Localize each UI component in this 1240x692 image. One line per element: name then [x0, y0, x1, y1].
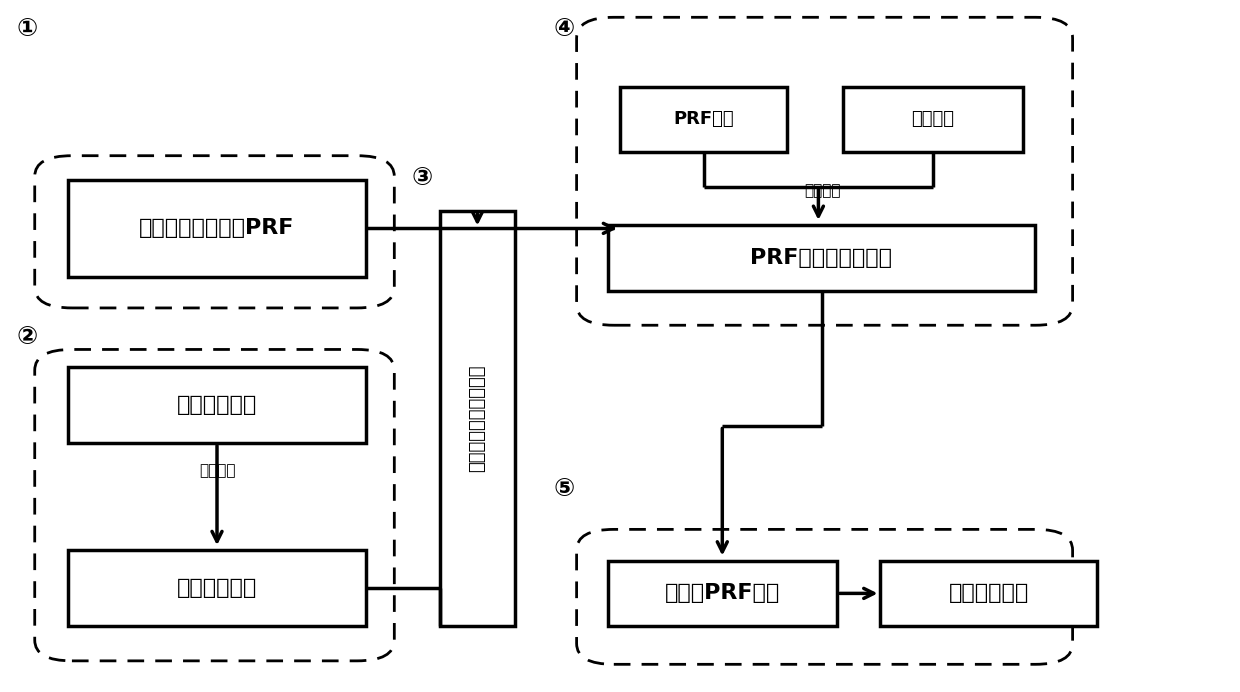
Text: 建立模拟雷区: 建立模拟雷区	[177, 395, 257, 415]
Text: 扫描探测: 扫描探测	[198, 463, 236, 478]
FancyBboxPatch shape	[68, 367, 366, 443]
Text: ⑤: ⑤	[553, 477, 575, 502]
FancyBboxPatch shape	[440, 211, 515, 626]
Text: 数据处理得到相对计数: 数据处理得到相对计数	[469, 365, 486, 473]
Text: PRF函数中各参数值: PRF函数中各参数值	[750, 248, 893, 268]
FancyBboxPatch shape	[608, 561, 837, 626]
Text: 建立位置响应函数PRF: 建立位置响应函数PRF	[139, 219, 295, 238]
FancyBboxPatch shape	[68, 550, 366, 626]
Text: 完整的PRF函数: 完整的PRF函数	[665, 583, 780, 603]
FancyBboxPatch shape	[620, 86, 787, 152]
Text: PRF函数: PRF函数	[673, 110, 734, 129]
Text: ②: ②	[16, 325, 38, 349]
Text: ③: ③	[410, 166, 433, 190]
Text: 原始探测数据: 原始探测数据	[177, 579, 257, 598]
Text: 相对计数: 相对计数	[911, 110, 955, 129]
Text: 实际雷场扫描: 实际雷场扫描	[949, 583, 1029, 603]
FancyBboxPatch shape	[68, 180, 366, 277]
FancyBboxPatch shape	[843, 86, 1023, 152]
FancyBboxPatch shape	[608, 225, 1035, 291]
FancyBboxPatch shape	[880, 561, 1097, 626]
Text: ④: ④	[553, 17, 575, 42]
Text: ①: ①	[16, 17, 38, 42]
Text: 数据拟合: 数据拟合	[804, 183, 841, 198]
